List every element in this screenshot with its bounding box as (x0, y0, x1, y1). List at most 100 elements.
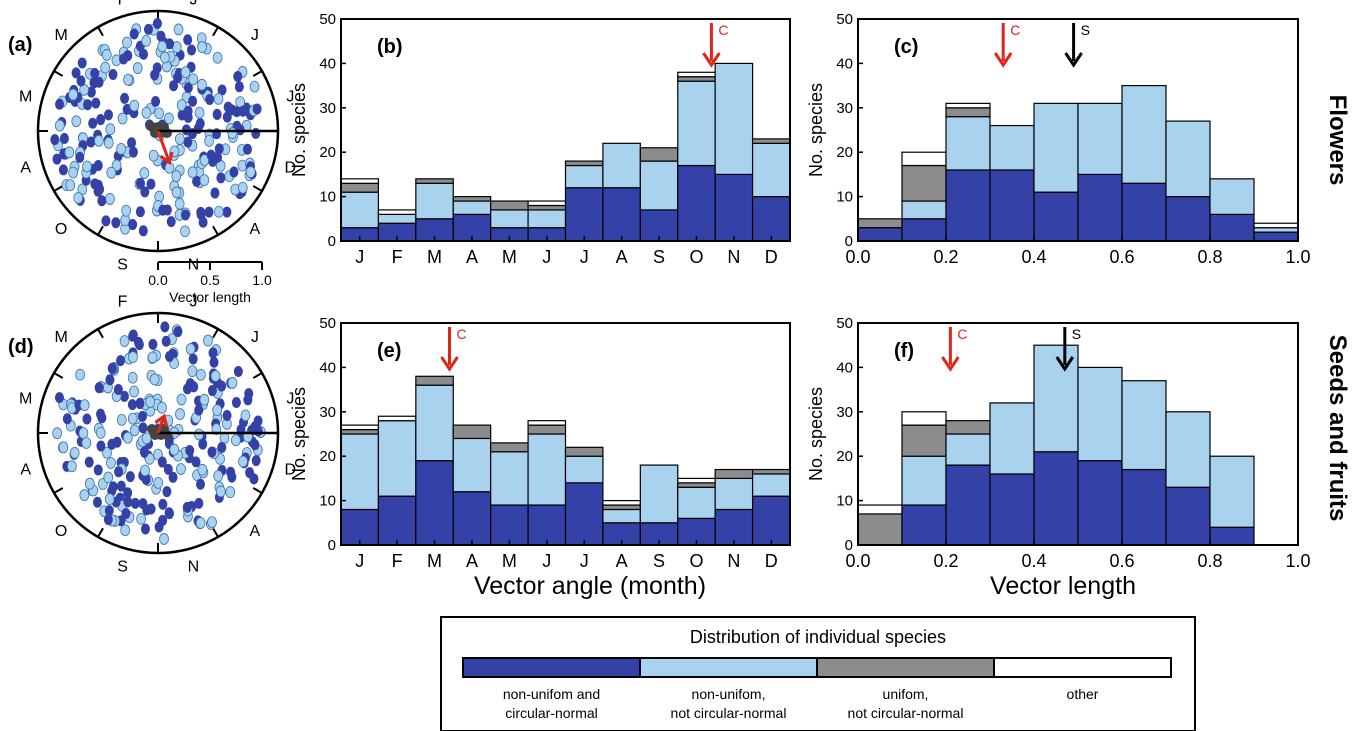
bar-segment-light (452, 200, 492, 215)
species-point (90, 67, 100, 79)
species-point (138, 225, 148, 237)
species-point (123, 487, 133, 499)
species-point (209, 356, 219, 368)
species-point (194, 106, 205, 119)
bar-segment-dark (751, 495, 791, 546)
species-point (81, 437, 92, 449)
species-point (168, 471, 178, 483)
species-point (116, 414, 127, 426)
species-point (212, 108, 222, 120)
species-point (226, 466, 236, 478)
species-point (147, 351, 158, 364)
bar-segment-dark (714, 173, 754, 242)
species-point (148, 338, 158, 350)
species-point (217, 380, 227, 392)
mean-vector-arrow (156, 415, 166, 434)
species-point (127, 412, 138, 425)
species-point (75, 368, 86, 381)
x-tick-label: D (765, 551, 778, 571)
bar-segment-dark (527, 504, 567, 546)
species-point (148, 149, 159, 162)
bar-segment-light (639, 160, 679, 211)
species-point (229, 166, 239, 178)
histogram-seeds-length: 0 10 20 30 40 50 No. species 0.0 0.2 0.4 0.6 0.8 1.0… (806, 315, 1311, 571)
species-point (166, 216, 176, 228)
x-tick-label: N (727, 247, 740, 267)
species-point (159, 51, 170, 64)
bar-segment-light (527, 433, 567, 506)
histogram-flowers-length: 0 10 20 30 40 50 No. species 0.0 0.2 0.4 0.6 0.8 1.0… (806, 11, 1311, 267)
bar-segment-dark (1077, 173, 1123, 242)
x-tick-label: M (427, 551, 442, 571)
species-point (92, 496, 102, 508)
month-tick (53, 185, 64, 192)
species-point (79, 489, 90, 501)
species-point (210, 370, 221, 382)
x-tick-label: J (542, 551, 551, 571)
annotation-arrowhead (993, 52, 1013, 68)
month-tick (53, 70, 64, 77)
species-point (227, 377, 238, 389)
bar-segment-light (415, 182, 454, 220)
species-point (123, 50, 133, 62)
bar-segment-white (527, 200, 567, 207)
bar-segment-gray (452, 424, 492, 440)
species-point (111, 217, 121, 229)
species-point (204, 135, 214, 147)
species-point (205, 93, 215, 105)
species-point (163, 463, 173, 475)
bar-segment-gray (901, 424, 947, 457)
species-point (146, 178, 156, 190)
panel-label: (d) (8, 336, 34, 358)
species-point (106, 166, 117, 179)
species-point (212, 404, 223, 417)
x-tick-label: F (392, 247, 403, 267)
species-point (165, 38, 175, 50)
species-point (157, 40, 168, 53)
axes-frame (340, 322, 791, 546)
species-point (157, 456, 167, 468)
species-point (165, 350, 175, 362)
y-axis-label: No. species (289, 83, 309, 177)
legend-title: Distribution of individual species (690, 627, 946, 647)
species-point (107, 362, 117, 374)
x-tick-label: 0.8 (1197, 247, 1222, 267)
species-point (78, 427, 89, 440)
month-tick (252, 372, 263, 379)
y-axis-label: No. species (806, 83, 826, 177)
y-tick-label: 20 (319, 144, 336, 161)
x-tick-label: A (616, 247, 628, 267)
circular-plot-flowers: A M M F J J J D A N S O (a) (8, 0, 296, 273)
bar-segment-dark (945, 169, 991, 242)
bar-segment-gray (527, 424, 567, 435)
bar-segment-dark (340, 508, 380, 546)
x-tick-label: M (502, 551, 517, 571)
y-tick-label: 20 (319, 448, 336, 465)
species-point (188, 73, 199, 86)
species-point (128, 351, 138, 364)
row-label-flowers: Flowers (1324, 95, 1351, 186)
species-point (52, 427, 63, 440)
x-tick-label: S (653, 551, 665, 571)
month-tick (97, 26, 104, 37)
species-point (132, 62, 143, 74)
species-point (83, 99, 93, 111)
species-point (64, 146, 75, 159)
species-point (122, 36, 132, 49)
species-point (169, 80, 179, 92)
species-point (162, 128, 172, 138)
bar-segment-dark (751, 196, 791, 242)
y-tick-label: 40 (836, 359, 853, 376)
species-point (180, 66, 191, 79)
species-point (222, 409, 232, 421)
month-label: O (55, 523, 67, 540)
bar-segment-white (340, 178, 380, 184)
species-point (223, 101, 233, 113)
species-point (207, 516, 217, 529)
y-tick-label: 10 (319, 493, 336, 510)
x-tick-label: 1.0 (1285, 551, 1310, 571)
species-point (237, 181, 248, 194)
